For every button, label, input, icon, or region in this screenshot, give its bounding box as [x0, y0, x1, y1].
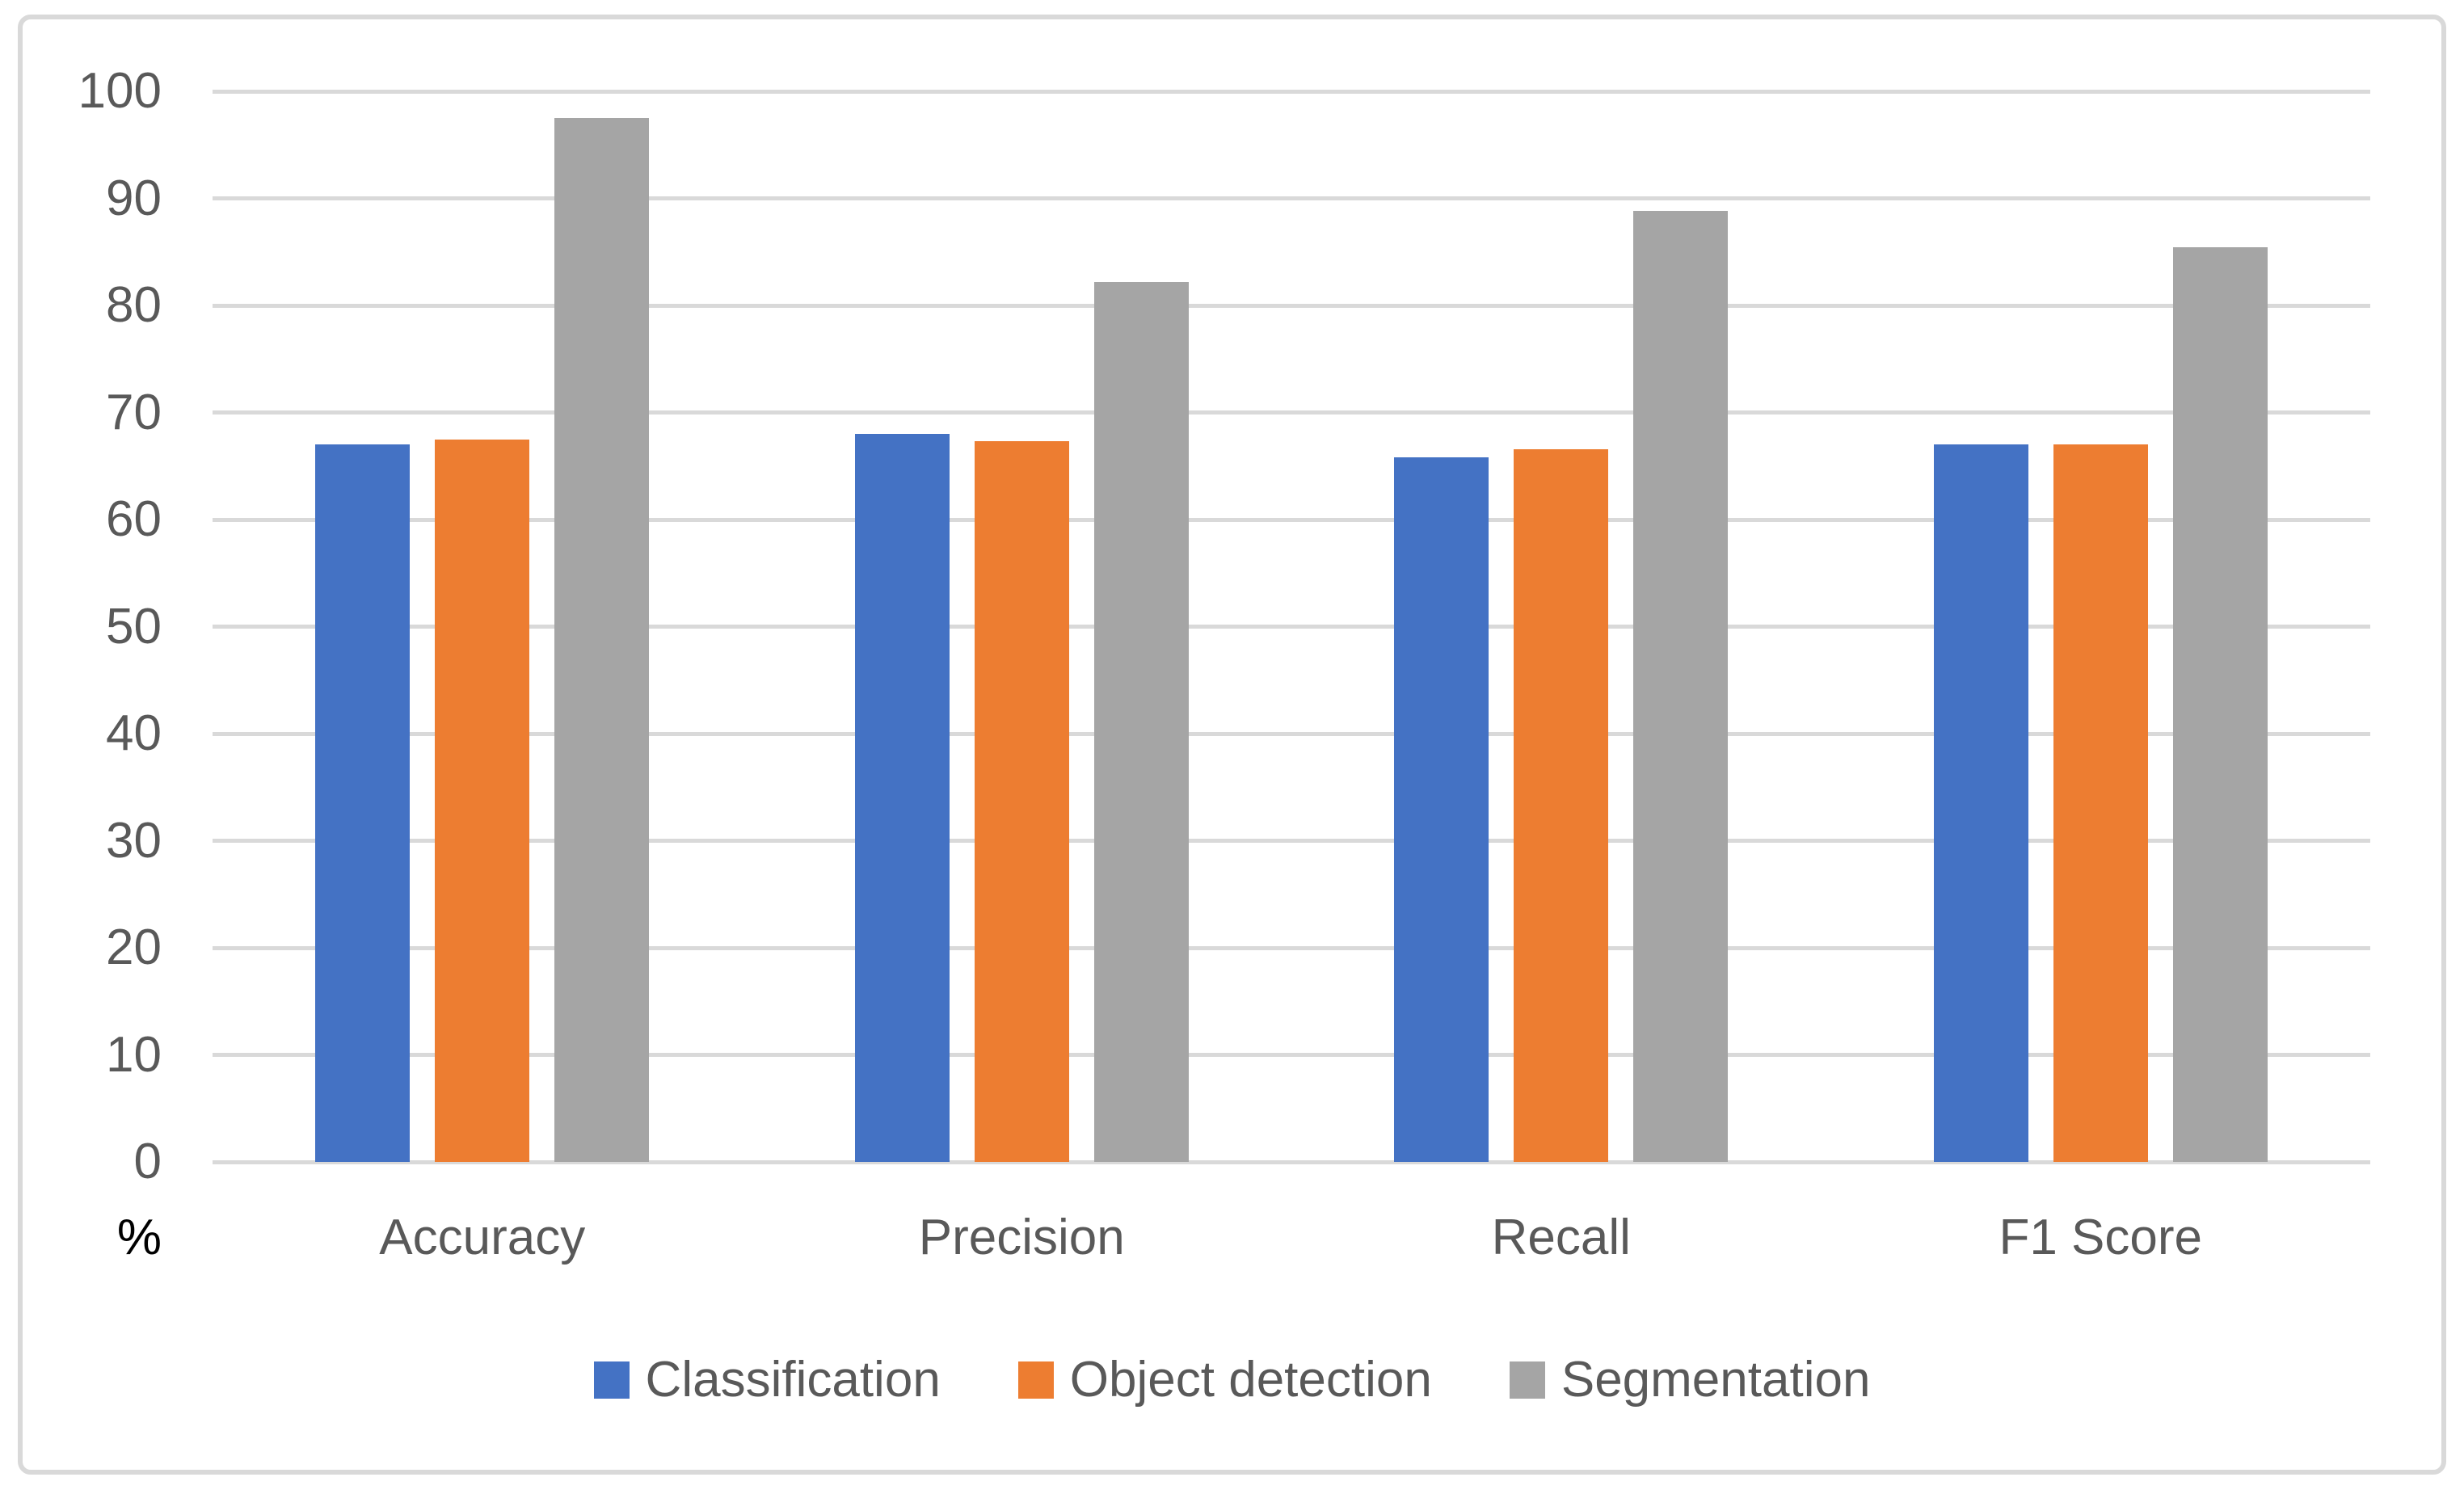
- gridline-30: [213, 839, 2370, 843]
- legend-item-classification: Classification: [593, 1351, 941, 1409]
- x-category-label-accuracy: Accuracy: [379, 1210, 586, 1265]
- gridline-80: [213, 303, 2370, 308]
- legend-label-object-detection: Object detection: [1069, 1352, 1432, 1408]
- bar-segmentation-f1-score: [2172, 247, 2268, 1162]
- y-tick-label-50: 50: [106, 598, 162, 654]
- bar-object-detection-precision: [974, 441, 1069, 1162]
- bar-object-detection-accuracy: [435, 439, 530, 1162]
- legend-label-classification: Classification: [645, 1352, 941, 1408]
- bar-object-detection-recall: [1514, 448, 1609, 1162]
- y-tick-label-80: 80: [106, 277, 162, 333]
- legend-item-object-detection: Object detection: [1017, 1351, 1432, 1409]
- bar-object-detection-f1-score: [2053, 444, 2148, 1162]
- gridline-10: [213, 1053, 2370, 1057]
- y-tick-label-60: 60: [106, 491, 162, 547]
- plot-area: [213, 0, 2370, 1494]
- y-tick-label-100: 100: [78, 63, 162, 119]
- y-tick-label-30: 30: [106, 812, 162, 869]
- y-tick-label-20: 20: [106, 920, 162, 975]
- bar-segmentation-precision: [1093, 281, 1189, 1162]
- bar-classification-precision: [854, 434, 950, 1162]
- bar-classification-accuracy: [315, 444, 411, 1162]
- gridline-40: [213, 731, 2370, 736]
- y-tick-label-0: 0: [133, 1134, 162, 1189]
- bar-segmentation-recall: [1633, 211, 1729, 1162]
- y-tick-label-10: 10: [106, 1026, 162, 1083]
- legend: Classification Object detection Segmentati…: [0, 1351, 2464, 1409]
- gridline-70: [213, 410, 2370, 415]
- x-category-label-f1-score: F1 Score: [1999, 1210, 2203, 1265]
- legend-swatch-object-detection: [1017, 1361, 1054, 1399]
- y-tick-label-40: 40: [106, 705, 162, 761]
- gridline-90: [213, 196, 2370, 200]
- legend-swatch-classification: [593, 1361, 630, 1399]
- gridline-0: [213, 1159, 2370, 1164]
- legend-item-segmentation: Segmentation: [1509, 1351, 1871, 1409]
- legend-swatch-segmentation: [1509, 1361, 1545, 1399]
- gridline-20: [213, 945, 2370, 950]
- bar-classification-recall: [1394, 457, 1489, 1162]
- gridline-100: [213, 89, 2370, 94]
- legend-label-segmentation: Segmentation: [1561, 1352, 1871, 1408]
- gridline-50: [213, 625, 2370, 629]
- y-axis-unit-label: %: [116, 1210, 162, 1265]
- bar-segmentation-accuracy: [554, 118, 650, 1162]
- bar-classification-f1-score: [1933, 444, 2028, 1162]
- y-tick-label-90: 90: [106, 170, 162, 226]
- y-tick-label-70: 70: [106, 384, 162, 440]
- x-category-label-recall: Recall: [1491, 1210, 1631, 1265]
- gridline-60: [213, 517, 2370, 522]
- x-category-label-precision: Precision: [918, 1210, 1125, 1265]
